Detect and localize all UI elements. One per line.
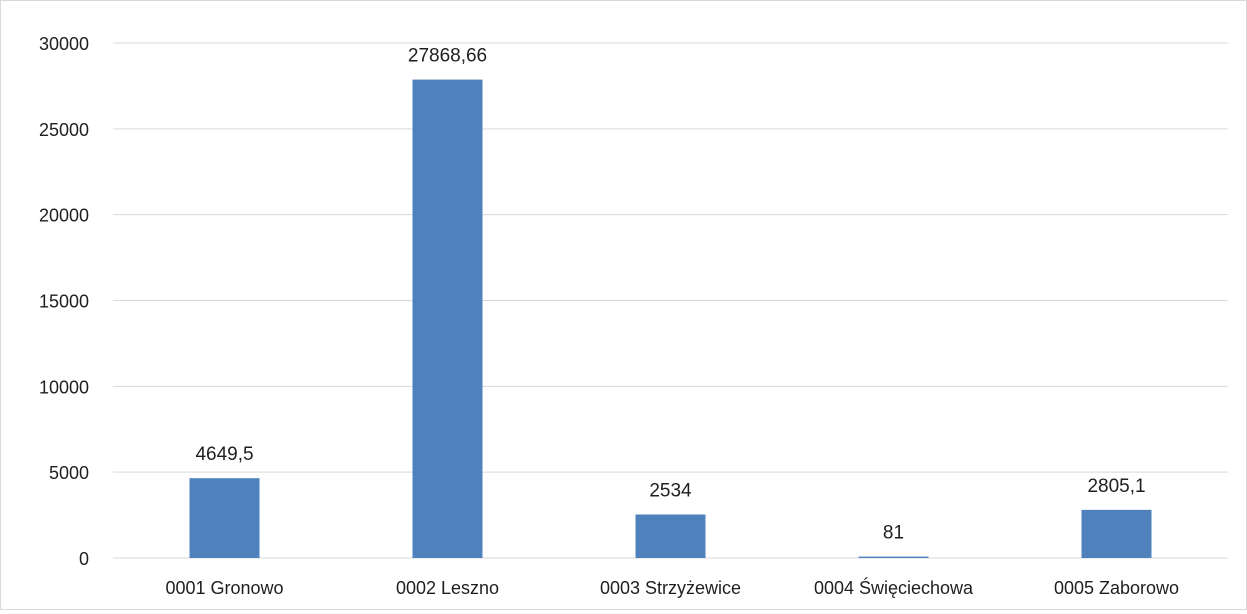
y-tick-label: 25000 <box>39 120 89 140</box>
data-label: 2805,1 <box>1087 476 1145 497</box>
bar-4 <box>858 556 929 558</box>
data-labels: 4649,5 27868,66 2534 81 2805,1 <box>195 46 1145 544</box>
data-label: 4649,5 <box>195 444 253 465</box>
y-tick-label: 10000 <box>39 377 89 397</box>
y-tick-label: 15000 <box>39 292 89 312</box>
gridlines <box>113 42 1228 559</box>
data-label: 2534 <box>649 480 692 501</box>
data-label: 81 <box>883 523 904 544</box>
y-tick-label: 30000 <box>39 34 89 54</box>
bar-3 <box>635 514 706 558</box>
y-axis-tick-labels: 0 5000 10000 15000 20000 25000 30000 <box>39 34 89 569</box>
x-axis-category-labels: 0001 Gronowo 0002 Leszno 0003 Strzyżewice 0… <box>165 577 1179 598</box>
bar-5 <box>1081 509 1152 558</box>
x-tick-label: 0002 Leszno <box>396 578 499 598</box>
y-tick-label: 20000 <box>39 206 89 226</box>
x-tick-label: 0004 Święciechowa <box>814 577 974 598</box>
bars <box>189 79 1152 558</box>
x-tick-label: 0001 Gronowo <box>165 578 283 598</box>
x-tick-label: 0003 Strzyżewice <box>600 578 741 598</box>
data-label: 27868,66 <box>408 46 487 67</box>
bar-2 <box>412 79 483 558</box>
bar-1 <box>189 478 260 558</box>
y-tick-label: 5000 <box>49 463 89 483</box>
x-tick-label: 0005 Zaborowo <box>1054 578 1179 598</box>
y-tick-label: 0 <box>79 549 89 569</box>
